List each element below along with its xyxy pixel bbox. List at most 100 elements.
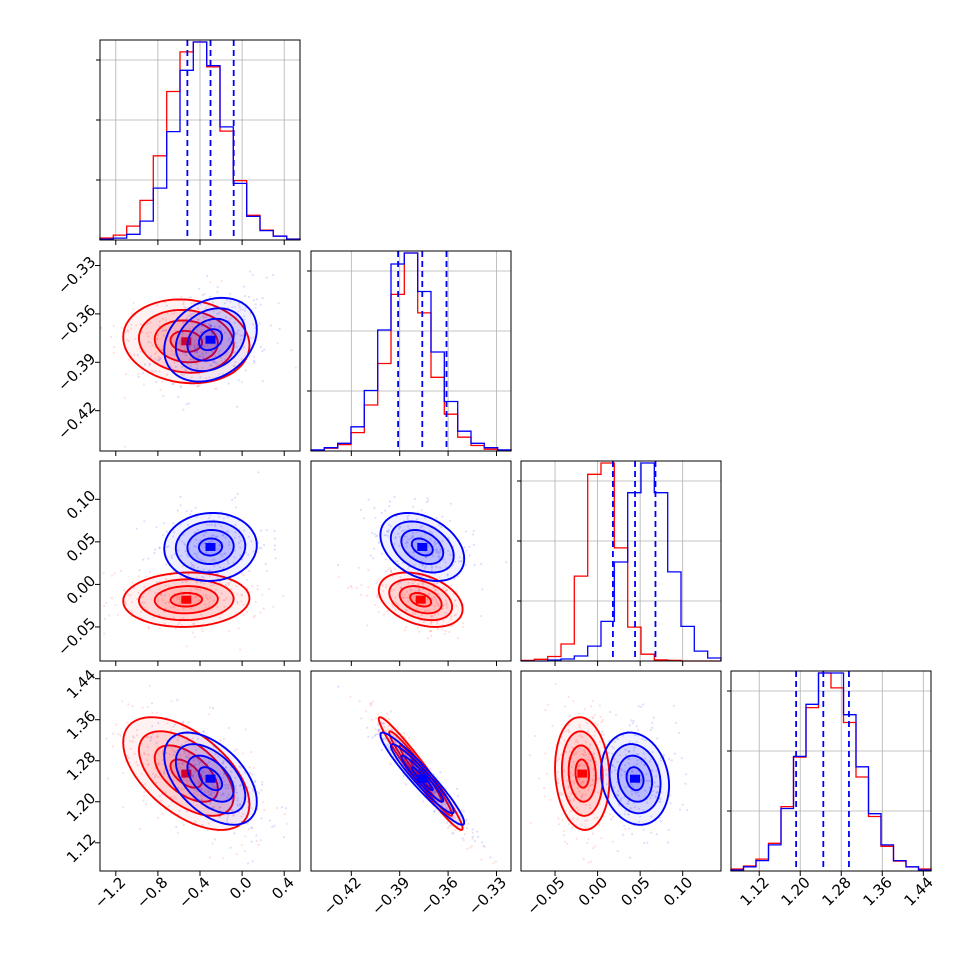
scatter-point-blue	[206, 763, 209, 766]
scatter-point-blue	[213, 838, 216, 841]
scatter-point-red	[233, 351, 236, 354]
scatter-point-red	[100, 326, 103, 329]
scatter-point-red	[182, 823, 185, 827]
scatter-point-blue	[180, 757, 183, 761]
scatter-point-blue	[395, 736, 398, 739]
scatter-point-red	[572, 700, 575, 703]
scatter-point-blue	[667, 828, 670, 832]
scatter-point-red	[453, 599, 456, 602]
scatter-point-blue	[615, 793, 619, 796]
scatter-point-blue	[627, 757, 631, 760]
scatter-point-blue	[435, 517, 438, 520]
scatter-point-blue	[211, 332, 214, 335]
scatter-point-red	[143, 606, 146, 609]
scatter-point-blue	[193, 345, 196, 348]
y-tick-label: 1.12	[63, 830, 99, 866]
scatter-point-red	[370, 702, 373, 706]
scatter-point-red	[220, 592, 223, 595]
scatter-point-red	[443, 586, 446, 589]
y-tick-label: 1.28	[63, 748, 99, 784]
scatter-point-red	[467, 822, 470, 825]
scatter-point-blue	[231, 498, 234, 501]
scatter-point-blue	[253, 361, 256, 364]
scatter-point-red	[573, 754, 576, 757]
scatter-point-red	[592, 767, 595, 770]
x-tick-label: −0.4	[175, 873, 213, 911]
scatter-point-red	[568, 823, 571, 826]
scatter-point-red	[152, 616, 155, 619]
scatter-point-blue	[630, 783, 633, 786]
scatter-point-blue	[610, 818, 613, 821]
scatter-point-red	[411, 598, 415, 601]
scatter-point-blue	[650, 758, 653, 761]
scatter-point-blue	[193, 531, 196, 534]
scatter-point-red	[596, 816, 599, 819]
scatter-point-blue	[190, 561, 193, 565]
scatter-point-blue	[184, 306, 187, 310]
scatter-point-red	[206, 343, 209, 346]
hist-panel-1	[307, 250, 512, 452]
scatter-point-red	[192, 358, 195, 361]
scatter-point-blue	[243, 285, 246, 288]
scatter-point-red	[211, 301, 214, 304]
scatter-point-red	[591, 715, 594, 719]
scatter-point-red	[132, 735, 135, 738]
scatter-point-red	[194, 820, 197, 823]
scatter-point-blue	[417, 590, 420, 593]
scatter-point-red	[132, 736, 135, 739]
scatter-point-blue	[602, 769, 605, 772]
scatter-point-red	[154, 591, 157, 595]
scatter-point-red	[208, 713, 211, 716]
scatter-point-red	[556, 759, 559, 762]
scatter-point-red	[434, 589, 437, 592]
scatter-point-red	[203, 316, 206, 319]
scatter-point-blue	[621, 734, 625, 737]
scatter-point-blue	[230, 355, 233, 358]
scatter-point-red	[252, 355, 256, 358]
scatter-point-blue	[277, 302, 280, 305]
scatter-point-blue	[228, 541, 231, 544]
scatter-point-red	[435, 620, 438, 623]
scatter-point-blue	[218, 349, 221, 352]
scatter-point-red	[434, 613, 437, 616]
scatter-point-red	[387, 718, 391, 721]
scatter-point-blue	[441, 604, 445, 608]
scatter-point-red	[304, 573, 306, 575]
scatter-point-blue	[171, 535, 175, 538]
y-tick-label: −0.36	[54, 301, 99, 346]
scatter-point-red	[156, 735, 159, 739]
scatter-point-blue	[247, 553, 250, 556]
scatter-point-red	[218, 580, 221, 584]
scatter-point-blue	[179, 386, 182, 389]
scatter-point-red	[557, 778, 560, 781]
density-peak-blue	[205, 774, 216, 783]
scatter-point-red	[197, 355, 200, 358]
scatter-point-blue	[413, 584, 417, 588]
scatter-point-blue	[252, 359, 255, 363]
scatter-point-red	[593, 817, 596, 820]
scatter-point-red	[375, 595, 379, 599]
scatter-point-blue	[457, 560, 460, 563]
scatter-point-red	[198, 355, 201, 358]
scatter-point-red	[157, 763, 160, 766]
scatter-point-red	[259, 611, 262, 614]
scatter-point-red	[133, 586, 136, 590]
scatter-point-blue	[173, 775, 176, 779]
scatter-point-blue	[399, 579, 402, 582]
scatter-point-blue	[194, 749, 198, 752]
scatter-point-blue	[193, 545, 196, 548]
scatter-point-blue	[215, 795, 218, 798]
scatter-point-red	[129, 740, 132, 743]
scatter-point-red	[237, 627, 240, 630]
scatter-point-blue	[398, 544, 401, 547]
scatter-point-blue	[614, 769, 617, 772]
scatter-point-blue	[390, 738, 393, 742]
scatter-point-blue	[442, 558, 445, 561]
scatter-point-blue	[234, 369, 237, 372]
scatter-point-red	[262, 800, 265, 804]
scatter-point-blue	[251, 773, 254, 776]
scatter-point-blue	[235, 791, 238, 794]
x-tick-label: 0.00	[575, 873, 611, 909]
scatter-point-red	[184, 740, 187, 744]
scatter-point-red	[210, 584, 213, 587]
